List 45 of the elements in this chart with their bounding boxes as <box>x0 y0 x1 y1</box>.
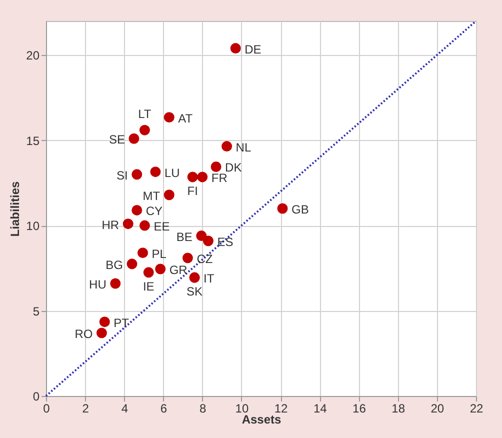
annotation: HR <box>102 218 120 232</box>
x-tick-label: 12 <box>274 402 288 416</box>
annotation: CY <box>146 204 163 218</box>
annotation: PL <box>152 246 167 261</box>
x-axis-title: Assets <box>242 412 282 426</box>
annotation: SK <box>186 284 203 299</box>
x-tick-label: 22 <box>470 402 484 416</box>
annotation: PT <box>114 316 130 330</box>
annotation: DE <box>244 42 262 56</box>
annotation: BG <box>106 258 123 272</box>
annotation: SE <box>108 132 125 147</box>
y-tick-label: 20 <box>26 48 40 63</box>
annotation: FI <box>187 184 198 198</box>
x-tick-label: 10 <box>235 402 249 416</box>
x-tick-label: 4 <box>121 402 128 416</box>
annotation: AT <box>178 111 194 126</box>
y-tick-label: 10 <box>26 219 40 234</box>
annotation: IE <box>142 279 154 294</box>
annotation: LU <box>164 166 180 180</box>
x-tick-label: 6 <box>160 402 168 416</box>
x-tick-label: 18 <box>392 402 406 416</box>
x-tick-label: 14 <box>313 402 328 416</box>
y-tick-label: 5 <box>32 304 40 318</box>
annotation: LT <box>138 107 152 122</box>
x-tick-label: 8 <box>200 402 207 416</box>
y-tick-label: 15 <box>26 134 40 148</box>
annotation: DK <box>225 160 242 175</box>
annotation: MT <box>142 188 161 203</box>
annotation: FR <box>211 170 228 185</box>
x-tick-label: 2 <box>82 402 90 416</box>
y-axis-title: Liabilities <box>8 181 22 237</box>
annotation: RO <box>74 326 93 341</box>
x-tick-label: 16 <box>352 402 366 416</box>
x-tick-label: 0 <box>43 402 50 416</box>
x-tick-label: 20 <box>430 402 444 416</box>
annotation: NL <box>236 140 252 154</box>
annotation: HU <box>89 278 106 292</box>
annotation: EE <box>154 220 170 234</box>
annotation: BE <box>176 230 192 244</box>
annotation: IT <box>204 272 215 286</box>
annotation: ES <box>217 234 234 249</box>
annotation: GB <box>292 202 309 216</box>
annotation: SI <box>116 168 128 182</box>
annotation: GR <box>169 263 188 278</box>
y-tick-label: 0 <box>32 390 40 404</box>
